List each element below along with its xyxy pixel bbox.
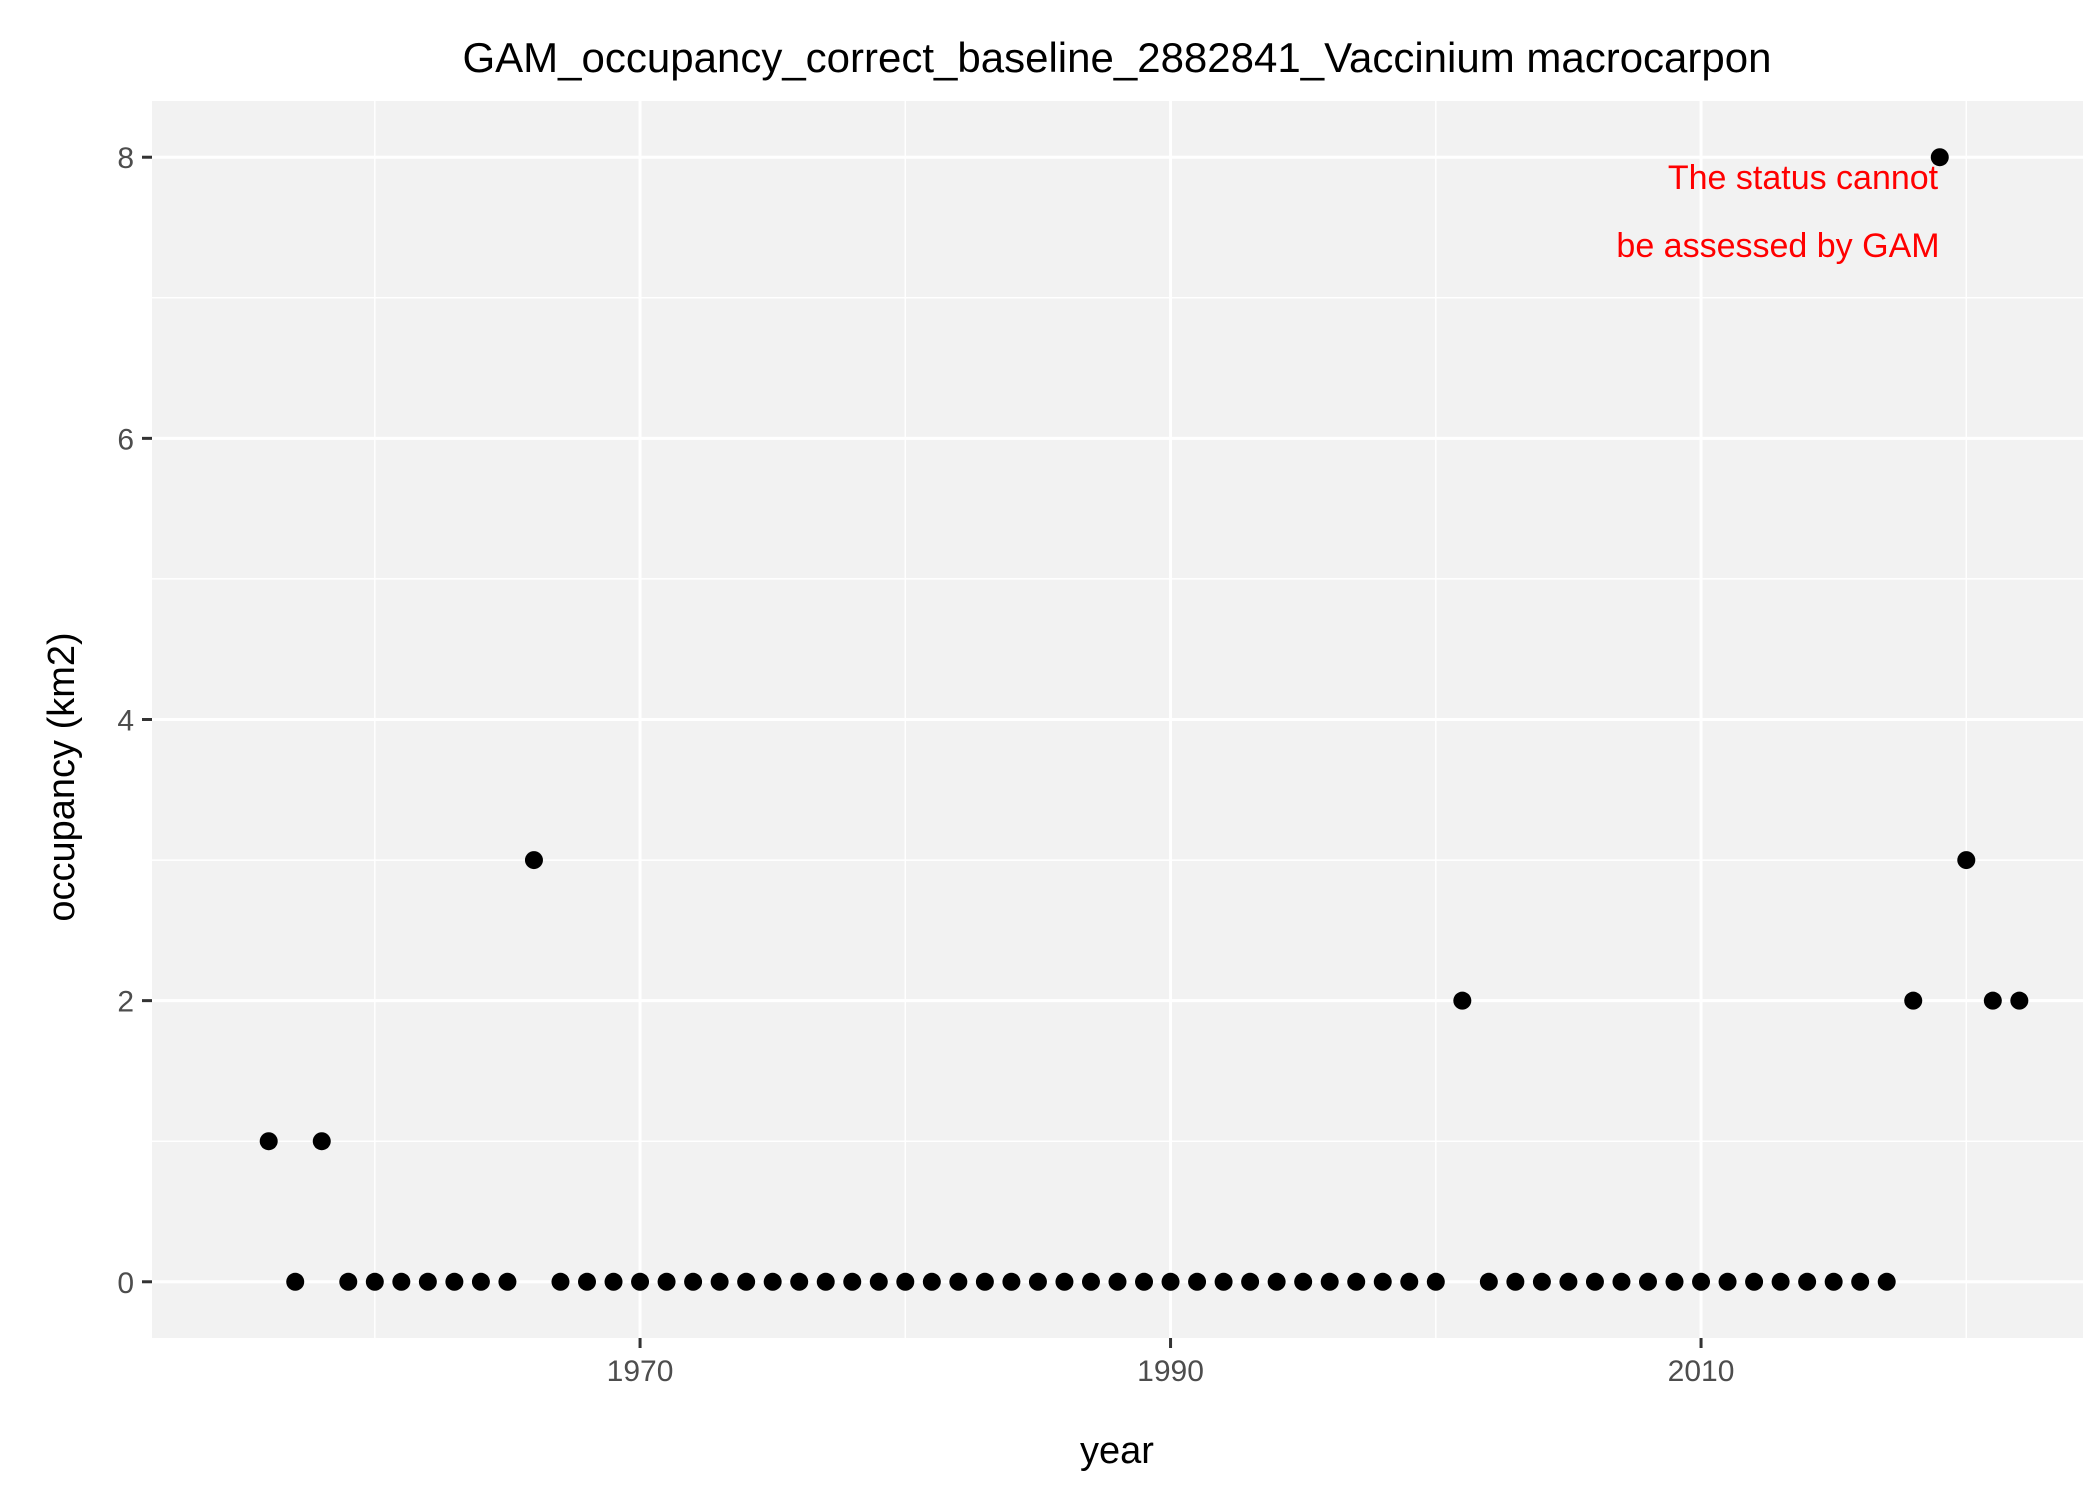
data-point xyxy=(1877,1272,1896,1291)
data-point xyxy=(1559,1272,1578,1291)
data-point xyxy=(684,1272,703,1291)
data-point xyxy=(710,1272,729,1291)
data-point xyxy=(1824,1272,1843,1291)
data-point xyxy=(816,1272,835,1291)
data-point xyxy=(2010,991,2029,1010)
data-point xyxy=(1161,1272,1180,1291)
y-tick-label: 4 xyxy=(117,705,134,738)
data-point xyxy=(1028,1272,1047,1291)
data-point xyxy=(365,1272,384,1291)
data-point xyxy=(312,1132,331,1151)
data-point xyxy=(1532,1272,1551,1291)
data-point xyxy=(1798,1272,1817,1291)
data-point xyxy=(1002,1272,1021,1291)
data-point xyxy=(922,1272,941,1291)
data-point xyxy=(790,1272,809,1291)
data-point xyxy=(1188,1272,1207,1291)
data-point xyxy=(1692,1272,1711,1291)
data-point xyxy=(524,851,543,870)
data-point xyxy=(1294,1272,1313,1291)
data-point xyxy=(498,1272,517,1291)
y-tick-label: 8 xyxy=(117,142,134,175)
data-point xyxy=(392,1272,411,1291)
data-point xyxy=(657,1272,676,1291)
data-point xyxy=(631,1272,650,1291)
data-point xyxy=(1506,1272,1525,1291)
data-point xyxy=(1745,1272,1764,1291)
data-point xyxy=(1983,991,2002,1010)
data-point xyxy=(763,1272,782,1291)
x-axis-title: year xyxy=(1080,1430,1154,1472)
data-point xyxy=(1638,1272,1657,1291)
data-point xyxy=(1108,1272,1127,1291)
data-point xyxy=(1400,1272,1419,1291)
data-point xyxy=(1320,1272,1339,1291)
x-tick-label: 1990 xyxy=(1137,1355,1204,1388)
annotation-line-1: The status cannot xyxy=(1668,159,1939,197)
data-point xyxy=(1055,1272,1074,1291)
data-point xyxy=(1081,1272,1100,1291)
y-tick-label: 6 xyxy=(117,423,134,456)
data-point xyxy=(1347,1272,1366,1291)
data-point xyxy=(1426,1272,1445,1291)
data-point xyxy=(843,1272,862,1291)
data-point xyxy=(339,1272,358,1291)
x-tick-label: 2010 xyxy=(1668,1355,1735,1388)
data-point xyxy=(1718,1272,1737,1291)
data-point xyxy=(975,1272,994,1291)
annotation-line-2: be assessed by GAM xyxy=(1616,227,1939,265)
data-point xyxy=(896,1272,915,1291)
y-tick-label: 0 xyxy=(117,1267,134,1300)
data-point xyxy=(1453,991,1472,1010)
data-point xyxy=(737,1272,756,1291)
data-point xyxy=(1267,1272,1286,1291)
data-point xyxy=(445,1272,464,1291)
data-point xyxy=(1904,991,1923,1010)
data-point xyxy=(1373,1272,1392,1291)
data-point xyxy=(949,1272,968,1291)
data-point xyxy=(1771,1272,1790,1291)
data-point xyxy=(869,1272,888,1291)
x-tick-label: 1970 xyxy=(607,1355,674,1388)
data-point xyxy=(1930,148,1949,167)
data-point xyxy=(418,1272,437,1291)
data-points xyxy=(259,148,2029,1291)
chart-title: GAM_occupancy_correct_baseline_2882841_V… xyxy=(463,34,1772,81)
data-point xyxy=(551,1272,570,1291)
data-point xyxy=(1957,851,1976,870)
data-point xyxy=(1214,1272,1233,1291)
data-point xyxy=(1851,1272,1870,1291)
data-point xyxy=(1135,1272,1154,1291)
data-point xyxy=(578,1272,597,1291)
data-point xyxy=(1585,1272,1604,1291)
data-point xyxy=(1479,1272,1498,1291)
data-point xyxy=(1665,1272,1684,1291)
data-point xyxy=(259,1132,278,1151)
y-tick-label: 2 xyxy=(117,986,134,1019)
data-point xyxy=(604,1272,623,1291)
data-point xyxy=(286,1272,305,1291)
y-axis-title: occupancy (km2) xyxy=(41,632,83,921)
x-axis: 1970 1990 2010 xyxy=(607,1338,1735,1388)
data-point xyxy=(1612,1272,1631,1291)
data-point xyxy=(471,1272,490,1291)
data-point xyxy=(1241,1272,1260,1291)
y-axis: 0 2 4 6 8 xyxy=(117,142,152,1300)
